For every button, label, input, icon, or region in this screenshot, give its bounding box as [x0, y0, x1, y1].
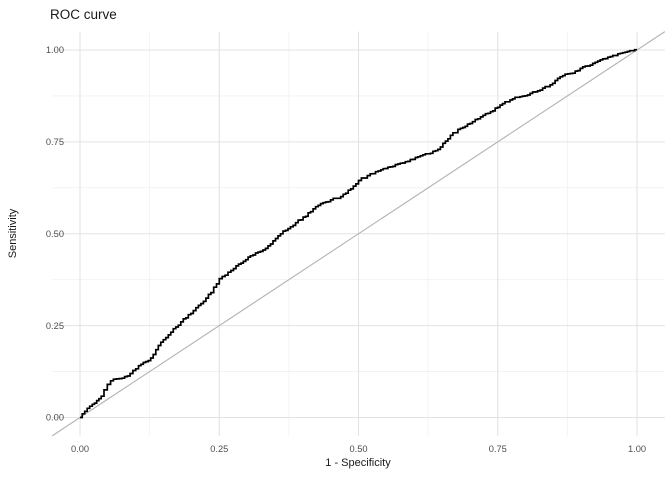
x-tick-label: 0.75	[489, 444, 507, 454]
y-tick-label: 0.75	[46, 137, 64, 147]
chance-diagonal-line	[51, 31, 666, 437]
y-tick-label: 0.00	[46, 413, 64, 423]
y-tick-label: 0.50	[46, 229, 64, 239]
x-axis-title: 1 - Specificity	[325, 457, 391, 469]
x-tick-label: 1.00	[628, 444, 646, 454]
y-axis-title: Sensitivity	[7, 208, 19, 258]
series-layer	[51, 31, 666, 437]
x-tick-label: 0.00	[71, 444, 89, 454]
tick-label-layer: 0.00 0.25 0.50 0.75 1.00 0.00 0.25 0.50 0.75 1.00	[46, 45, 646, 454]
grid-layer	[52, 31, 665, 436]
roc-curve-line	[80, 48, 637, 419]
y-tick-label: 1.00	[46, 45, 64, 55]
x-tick-label: 0.25	[210, 444, 228, 454]
x-tick-label: 0.50	[349, 444, 367, 454]
chart-title: ROC curve	[50, 7, 117, 22]
y-tick-label: 0.25	[46, 321, 64, 331]
